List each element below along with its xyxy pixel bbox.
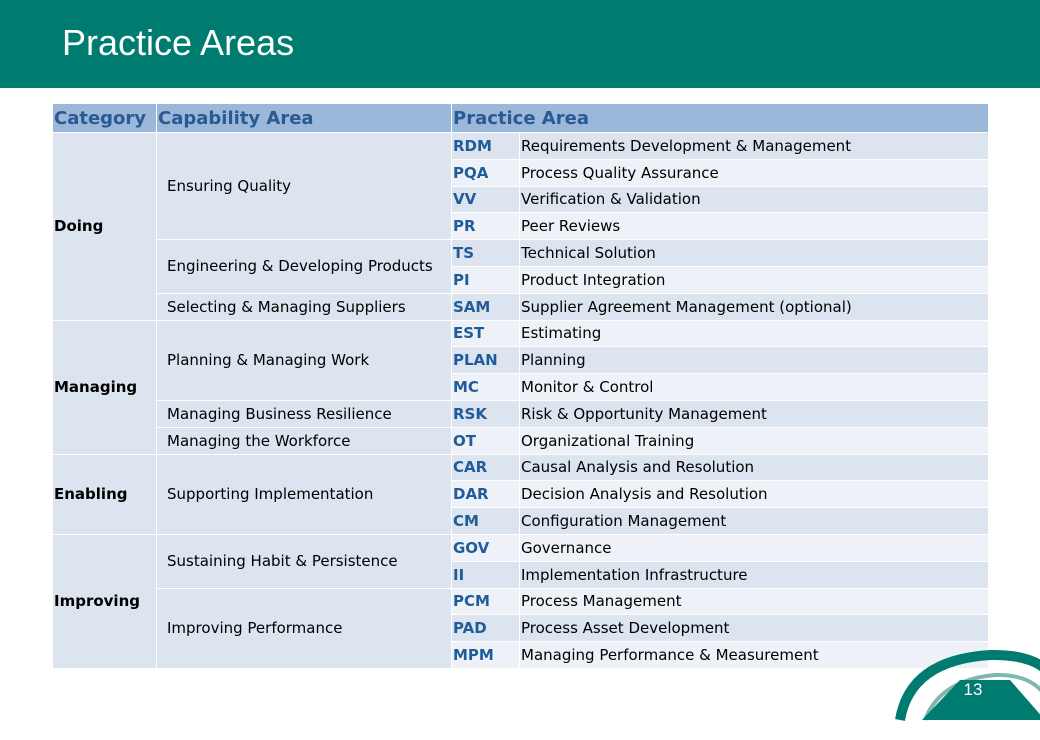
practice-abbreviation: RSK <box>451 399 520 428</box>
header-capability-area: Capability Area <box>156 103 452 133</box>
capability-area-cell: Managing the Workforce <box>156 426 452 455</box>
practice-abbreviation: RDM <box>451 132 520 160</box>
practice-name: Process Asset Development <box>519 614 989 643</box>
category-cell: Improving <box>52 533 157 669</box>
capability-area-cell: Sustaining Habit & Persistence <box>156 533 452 589</box>
category-cell: Managing <box>52 319 157 455</box>
table-row: CM Configuration Management <box>53 507 989 535</box>
table-body: Doing Ensuring Quality RDM Requirements Dev… <box>52 131 989 669</box>
practice-abbreviation: CM <box>451 507 520 535</box>
table-row: Doing Ensuring Quality RDM Requirements Dev… <box>52 131 989 321</box>
table-row: Selecting & Managing Suppliers SAM Supplie… <box>53 292 989 321</box>
table-row: MC Monitor & Control <box>53 373 989 401</box>
table-row: Improving Sustaining Habit & Persistence G… <box>52 533 989 669</box>
practice-abbreviation: PR <box>451 212 520 241</box>
practice-abbreviation: PI <box>451 265 520 294</box>
practice-abbreviation: PCM <box>451 587 520 616</box>
practice-name: Process Management <box>519 587 989 616</box>
title-band <box>0 0 1040 88</box>
practice-abbreviation: CAR <box>451 453 520 482</box>
practice-abbreviation: SAM <box>451 292 520 321</box>
table-row: MPM Managing Performance & Measurement <box>53 641 989 669</box>
practice-name: Monitor & Control <box>519 373 989 401</box>
table-row: PLAN Planning <box>53 346 989 375</box>
practice-name: Requirements Development & Management <box>519 132 989 160</box>
table-row: II Implementation Infrastructure <box>53 560 989 589</box>
practice-abbreviation: OT <box>451 426 520 455</box>
capability-area-cell: Planning & Managing Work <box>156 319 452 401</box>
table-row: Managing the Workforce OT Organizational T… <box>53 426 989 455</box>
practice-name: Process Quality Assurance <box>519 158 989 187</box>
capability-area-cell: Selecting & Managing Suppliers <box>156 292 452 321</box>
table-header-row: Category Capability Area Practice Area <box>52 103 989 133</box>
table-row: VV Verification & Validation <box>53 185 989 214</box>
practice-abbreviation: MPM <box>451 641 520 669</box>
practice-name: Planning <box>519 346 989 375</box>
table-row: Engineering & Developing Products TS Techn… <box>53 239 989 294</box>
table-row: DAR Decision Analysis and Resolution <box>53 480 989 509</box>
practice-name: Decision Analysis and Resolution <box>519 480 989 509</box>
practice-name: Causal Analysis and Resolution <box>519 453 989 482</box>
practice-abbreviation: PQA <box>451 158 520 187</box>
table-row: PR Peer Reviews <box>53 212 989 241</box>
table-row: Managing Business Resilience RSK Risk & Op… <box>53 399 989 428</box>
capability-area-cell: Managing Business Resilience <box>156 399 452 428</box>
table-row: Improving Performance PCM Process Manageme… <box>53 587 989 669</box>
practice-name: Implementation Infrastructure <box>519 560 989 589</box>
practice-abbreviation: EST <box>451 319 520 348</box>
practice-name: Estimating <box>519 319 989 348</box>
category-cell: Doing <box>52 132 157 321</box>
header-practice-area: Practice Area <box>451 103 989 133</box>
practice-name: Organizational Training <box>519 426 989 455</box>
capability-area-cell: Ensuring Quality <box>156 131 452 241</box>
table-row: PI Product Integration <box>53 265 989 294</box>
slide-title: Practice Areas <box>62 22 295 63</box>
table-row: PQA Process Quality Assurance <box>53 158 989 187</box>
practice-name: Peer Reviews <box>519 212 989 241</box>
practice-name: Product Integration <box>519 265 989 294</box>
practice-name: Verification & Validation <box>519 185 989 214</box>
practice-abbreviation: PAD <box>451 614 520 643</box>
practice-name: Supplier Agreement Management (optional) <box>519 292 989 321</box>
capability-area-cell: Improving Performance <box>156 587 452 669</box>
practice-abbreviation: VV <box>451 185 520 214</box>
practice-name: Managing Performance & Measurement <box>519 641 989 669</box>
practice-name: Risk & Opportunity Management <box>519 399 989 428</box>
practice-abbreviation: TS <box>451 239 520 267</box>
practice-abbreviation: MC <box>451 373 520 401</box>
table-row: Managing Planning & Managing Work EST Estim… <box>52 319 989 455</box>
practice-abbreviation: DAR <box>451 480 520 509</box>
table-row: PAD Process Asset Development <box>53 614 989 643</box>
practice-abbreviation: PLAN <box>451 346 520 375</box>
table-row: Enabling Supporting Implementation CAR Caus… <box>52 453 989 535</box>
page-number: 13 <box>963 680 983 699</box>
corner-swoosh-decoration <box>895 649 1040 721</box>
capability-area-cell: Supporting Implementation <box>156 453 452 535</box>
practice-name: Governance <box>519 533 989 562</box>
capability-area-cell: Engineering & Developing Products <box>156 239 452 294</box>
practice-areas-table: Category Capability Area Practice Area D… <box>52 103 989 669</box>
practice-abbreviation: II <box>451 560 520 589</box>
category-cell: Enabling <box>52 453 157 535</box>
practice-name: Technical Solution <box>519 239 989 267</box>
header-category: Category <box>52 103 157 133</box>
practice-abbreviation: GOV <box>451 533 520 562</box>
practice-name: Configuration Management <box>519 507 989 535</box>
